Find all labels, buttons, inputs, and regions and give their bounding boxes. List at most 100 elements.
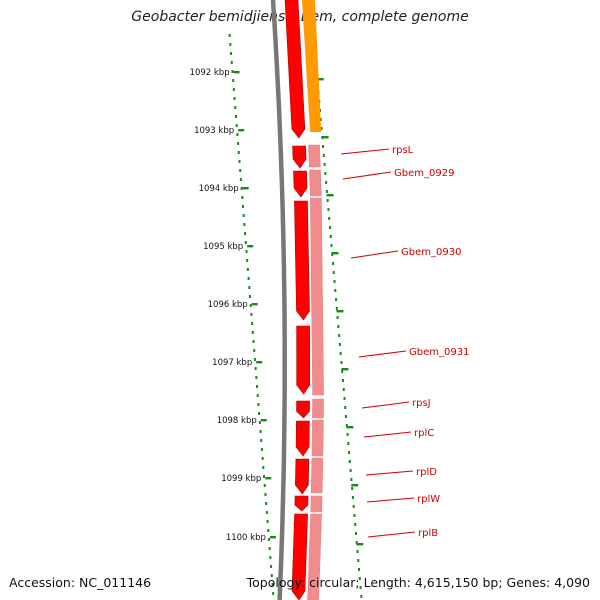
tick-dot	[241, 196, 244, 199]
tick-dot	[243, 223, 246, 226]
gene-arrow[interactable]	[293, 170, 308, 198]
kbp-label: 1093 kbp	[194, 126, 234, 136]
gene-arrow[interactable]	[296, 400, 310, 419]
tick-dot	[358, 577, 361, 580]
gene-arrow[interactable]	[284, 0, 306, 139]
tick-dot	[244, 241, 247, 244]
tick-dot	[270, 565, 273, 568]
tick-dot	[319, 118, 322, 121]
tick-dot	[272, 592, 275, 595]
major-tick	[316, 78, 324, 81]
tick-dot	[324, 172, 327, 175]
gene-label[interactable]: rpsJ	[412, 398, 431, 409]
tick-dot	[264, 493, 267, 496]
label-leader-line	[365, 470, 414, 476]
tick-dot	[339, 352, 342, 355]
tick-dot	[232, 88, 235, 91]
light-gene-block	[307, 513, 322, 600]
tick-dot	[333, 280, 336, 283]
tick-dot	[327, 208, 330, 211]
tick-dot	[332, 262, 335, 265]
major-tick	[247, 245, 254, 248]
tick-dot	[268, 547, 271, 550]
light-gene-track	[307, 144, 324, 600]
tick-dot	[241, 205, 244, 208]
gene-label[interactable]: Gbem_0929	[394, 168, 454, 179]
tick-dot	[351, 496, 354, 499]
tick-dot	[271, 583, 274, 586]
tick-dot	[239, 178, 242, 181]
tick-dot	[258, 421, 261, 424]
tick-dot	[345, 415, 348, 418]
gene-arrow[interactable]	[295, 458, 310, 495]
tick-dot	[356, 550, 359, 553]
tick-dot	[246, 259, 249, 262]
tick-dot	[337, 325, 340, 328]
tick-dot	[244, 232, 247, 235]
tick-dot	[242, 214, 245, 217]
major-tick	[251, 303, 258, 306]
gene-arrow[interactable]	[292, 145, 307, 169]
tick-dot	[265, 511, 268, 514]
gene-arrow[interactable]	[294, 200, 310, 321]
tick-dot	[248, 286, 251, 289]
gene-label[interactable]: rplW	[417, 494, 440, 505]
tick-dot	[343, 397, 346, 400]
tick-dot	[341, 370, 344, 373]
tick-dot	[237, 142, 240, 145]
tick-dot	[253, 349, 256, 352]
gene-arrows[interactable]	[284, 0, 310, 600]
tick-dot	[357, 559, 360, 562]
tick-dot	[266, 520, 269, 523]
gene-arrow[interactable]	[291, 513, 308, 600]
tick-dot	[230, 61, 233, 64]
light-gene-block	[311, 419, 324, 457]
tick-dot	[354, 523, 357, 526]
gene-label[interactable]: rplC	[414, 428, 434, 439]
tick-dot	[269, 556, 272, 559]
tick-dot	[249, 304, 252, 307]
tick-dot	[250, 313, 253, 316]
tick-dot	[355, 541, 358, 544]
tick-dot	[322, 145, 325, 148]
tick-dot	[329, 235, 332, 238]
label-leader-line	[358, 350, 407, 358]
tick-dot	[230, 52, 233, 55]
gene-labels[interactable]: rpsL Gbem_0929 Gbem_0930 Gbem_0931 rpsJ rplC r…	[340, 145, 469, 539]
tick-dot	[236, 133, 239, 136]
tick-dot	[340, 361, 343, 364]
orange-gene-block[interactable]	[302, 0, 322, 132]
gene-arrow[interactable]	[295, 420, 310, 457]
gene-arrow[interactable]	[296, 325, 310, 395]
tick-dot	[249, 295, 252, 298]
map-title: Geobacter bemidjiensis Bem, complete gen…	[131, 9, 469, 25]
major-tick	[269, 536, 276, 539]
gene-label[interactable]: Gbem_0930	[401, 247, 461, 258]
tick-dot	[345, 424, 348, 427]
tick-dot	[267, 529, 270, 532]
kbp-label: 1100 kbp	[226, 533, 266, 543]
tick-dot	[233, 97, 236, 100]
tick-dot	[252, 340, 255, 343]
tick-dot	[256, 394, 259, 397]
tick-dot	[265, 502, 268, 505]
tick-dot	[323, 163, 326, 166]
tick-dot	[255, 376, 258, 379]
backbone-track	[270, 0, 287, 600]
tick-dot	[231, 70, 234, 73]
major-tick	[321, 136, 329, 139]
gene-arrow[interactable]	[294, 495, 309, 512]
gene-label[interactable]: Gbem_0931	[409, 347, 469, 358]
label-leader-line	[367, 531, 416, 538]
major-tick	[238, 129, 245, 132]
major-tick	[326, 194, 334, 197]
light-gene-block	[309, 169, 322, 197]
tick-dot	[256, 385, 259, 388]
gene-label[interactable]: rplD	[416, 467, 437, 478]
orange-feature[interactable]	[302, 0, 322, 132]
gene-label[interactable]: rpsL	[392, 145, 414, 156]
gene-label[interactable]: rplB	[418, 528, 438, 539]
tick-dot	[346, 433, 349, 436]
tick-dot	[234, 115, 237, 118]
